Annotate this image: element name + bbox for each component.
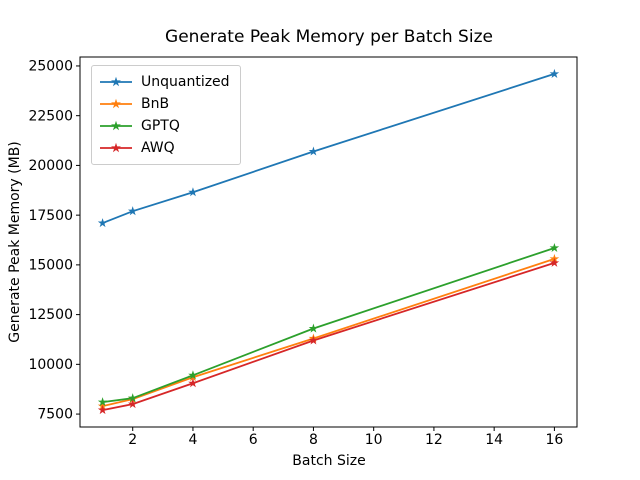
x-tick-label: 4 <box>188 432 197 448</box>
y-tick-label: 25000 <box>28 59 73 75</box>
axes-spines <box>79 56 578 428</box>
x-tick-label: 12 <box>425 432 443 448</box>
y-tick-label: 20000 <box>28 158 73 174</box>
legend-line-sample <box>100 98 132 109</box>
x-tick-label: 14 <box>485 432 503 448</box>
data-point-marker <box>549 68 560 78</box>
data-point-marker <box>549 242 560 253</box>
legend-line-sample <box>100 142 132 153</box>
legend: Unquantized BnB GPTQ AWQ <box>91 65 241 165</box>
legend-label: BnB <box>141 96 170 112</box>
legend-label: GPTQ <box>141 118 180 134</box>
y-axis-label: Generate Peak Memory (MB) <box>7 141 23 343</box>
legend-line-sample <box>100 76 132 87</box>
legend-item-unquantized: Unquantized <box>99 71 230 93</box>
data-point-marker <box>308 323 319 333</box>
data-point-marker <box>97 397 108 407</box>
data-point-marker <box>549 257 560 267</box>
legend-item-awq: AWQ <box>99 137 230 159</box>
legend-line-sample <box>100 120 132 131</box>
legend-label: AWQ <box>141 140 175 156</box>
legend-label: Unquantized <box>141 74 230 90</box>
legend-item-gptq: GPTQ <box>99 115 230 137</box>
data-point-marker <box>308 146 319 156</box>
chart-title: Generate Peak Memory per Batch Size <box>165 27 493 47</box>
y-tick-label: 10000 <box>28 357 73 373</box>
x-axis-label: Batch Size <box>292 453 366 469</box>
y-tick-label: 15000 <box>28 257 73 273</box>
data-point-marker <box>97 218 108 228</box>
legend-item-bnb: BnB <box>99 93 230 115</box>
x-tick-label: 16 <box>545 432 563 448</box>
y-tick-label: 17500 <box>28 208 73 224</box>
y-tick-label: 7500 <box>37 407 73 423</box>
data-point-marker <box>308 335 319 345</box>
data-point-marker <box>97 405 108 415</box>
x-tick-label: 8 <box>309 432 318 448</box>
data-point-marker <box>188 187 198 197</box>
data-point-marker <box>127 399 138 409</box>
series-line-awq <box>102 262 555 411</box>
series-line-gptq <box>102 247 555 404</box>
data-point-marker <box>127 393 138 403</box>
x-tick-label: 6 <box>249 432 258 448</box>
data-point-marker <box>188 370 198 380</box>
y-tick-label: 22500 <box>28 108 73 124</box>
data-point-marker <box>188 378 198 388</box>
y-tick-label: 12500 <box>28 307 73 323</box>
x-tick-label: 10 <box>365 432 383 448</box>
data-point-marker <box>127 206 138 216</box>
x-tick-label: 2 <box>128 432 137 448</box>
